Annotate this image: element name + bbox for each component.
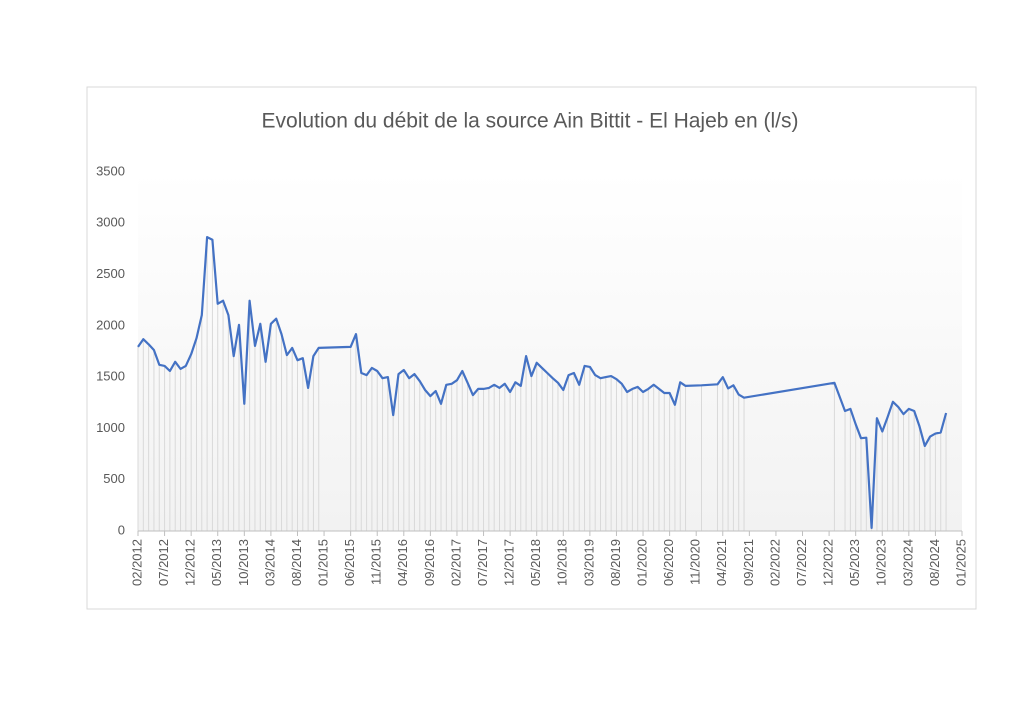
x-tick-label: 10/2018 (555, 539, 570, 586)
x-tick-label: 09/2021 (741, 539, 756, 586)
x-tick-label: 03/2024 (900, 539, 915, 586)
x-tick-label: 10/2023 (874, 539, 889, 586)
x-tick-label: 06/2020 (661, 539, 676, 586)
x-tick-label: 07/2012 (156, 539, 171, 586)
x-tick-label: 12/2022 (821, 539, 836, 586)
x-tick-label: 08/2019 (608, 539, 623, 586)
x-tick-label: 03/2014 (262, 539, 277, 586)
x-tick-label: 02/2022 (767, 539, 782, 586)
x-tick-label: 01/2025 (953, 539, 968, 586)
x-tick-label: 03/2019 (581, 539, 596, 586)
x-tick-label: 10/2013 (236, 539, 251, 586)
x-tick-label: 01/2015 (316, 539, 331, 586)
y-tick-label: 500 (103, 471, 125, 486)
x-tick-label: 11/2020 (688, 539, 703, 585)
x-tick-label: 02/2012 (129, 539, 144, 586)
x-tick-label: 12/2017 (502, 539, 517, 586)
x-tick-label: 12/2012 (183, 539, 198, 586)
x-tick-label: 05/2023 (847, 539, 862, 586)
x-tick-label: 07/2022 (794, 539, 809, 586)
y-tick-label: 1000 (96, 420, 125, 435)
x-tick-label: 08/2024 (927, 539, 942, 586)
x-tick-label: 05/2018 (528, 539, 543, 586)
x-tick-label: 07/2017 (475, 539, 490, 586)
x-tick-label: 02/2017 (448, 539, 463, 586)
x-tick-label: 01/2020 (634, 539, 649, 586)
x-tick-label: 08/2014 (289, 539, 304, 586)
x-tick-label: 04/2016 (395, 539, 410, 586)
x-tick-label: 11/2015 (369, 539, 384, 585)
x-tick-label: 05/2013 (209, 539, 224, 586)
data-line (137, 236, 948, 529)
y-tick-label: 3000 (96, 215, 125, 230)
y-tick-label: 0 (118, 522, 125, 537)
x-tick-label: 04/2021 (714, 539, 729, 586)
x-tick-label: 09/2016 (422, 539, 437, 586)
y-tick-label: 3500 (96, 163, 125, 178)
chart-title: Evolution du débit de la source Ain Bitt… (262, 110, 799, 133)
y-tick-label: 2500 (96, 266, 125, 281)
y-tick-label: 1500 (96, 369, 125, 384)
y-tick-label: 2000 (96, 317, 125, 332)
x-tick-label: 06/2015 (342, 539, 357, 586)
plot-area (138, 172, 962, 531)
